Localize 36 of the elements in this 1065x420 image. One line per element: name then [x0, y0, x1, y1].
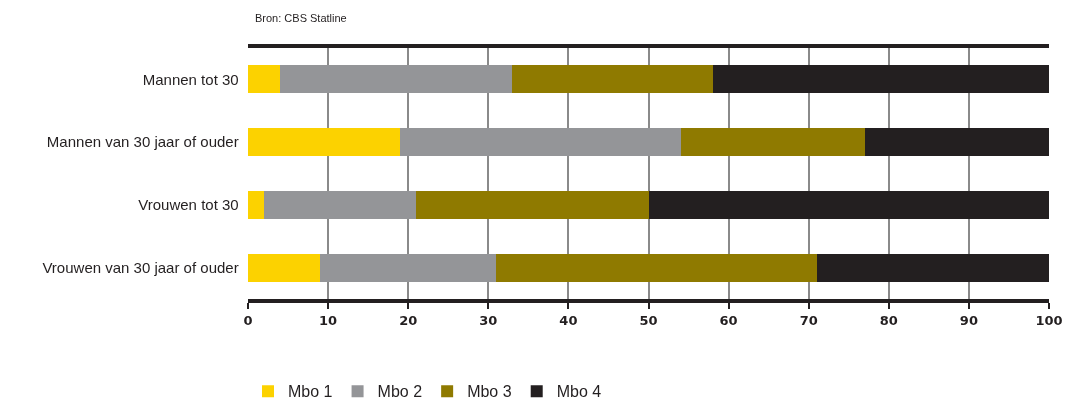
x-tick-label: 90 — [959, 312, 978, 328]
legend-label: Mbo 3 — [467, 383, 512, 401]
y-tick-label: Vrouwen tot 30 — [138, 196, 247, 214]
legend-label: Mbo 1 — [288, 383, 333, 401]
legend-label: Mbo 2 — [377, 383, 423, 401]
bar — [864, 128, 1049, 157]
bar — [648, 190, 1049, 219]
x-tick-label: 0 — [243, 312, 253, 328]
bar — [248, 128, 401, 157]
x-tick-label: 40 — [559, 312, 578, 328]
bar — [400, 128, 681, 157]
x-tick-label: 80 — [879, 312, 898, 328]
y-tick-label: Mannen tot 30 — [142, 70, 247, 88]
x-tick-label: 70 — [799, 312, 818, 328]
legend-label: Mbo 4 — [556, 383, 602, 401]
bar — [496, 253, 817, 282]
x-tick-label: 30 — [479, 312, 498, 328]
text: Bron: CBS Statline — [255, 12, 347, 24]
x-tick-label: 100 — [1035, 312, 1063, 328]
bar — [512, 65, 713, 94]
x-tick-label: 20 — [399, 312, 418, 328]
bar — [248, 253, 321, 282]
bar — [264, 190, 417, 219]
x-tick-label: 50 — [639, 312, 658, 328]
x-tick-label: 60 — [719, 312, 738, 328]
bar — [248, 190, 265, 219]
x-tick-label: 10 — [319, 312, 338, 328]
y-tick-label: Vrouwen van 30 jaar of ouder — [42, 258, 247, 276]
bar — [416, 190, 649, 219]
bar — [816, 253, 1049, 282]
bar — [320, 253, 497, 282]
bar — [712, 65, 1049, 94]
bar — [280, 65, 513, 94]
bar — [680, 128, 865, 157]
bar — [248, 65, 281, 94]
y-tick-label: Mannen van 30 jaar of ouder — [46, 133, 247, 151]
